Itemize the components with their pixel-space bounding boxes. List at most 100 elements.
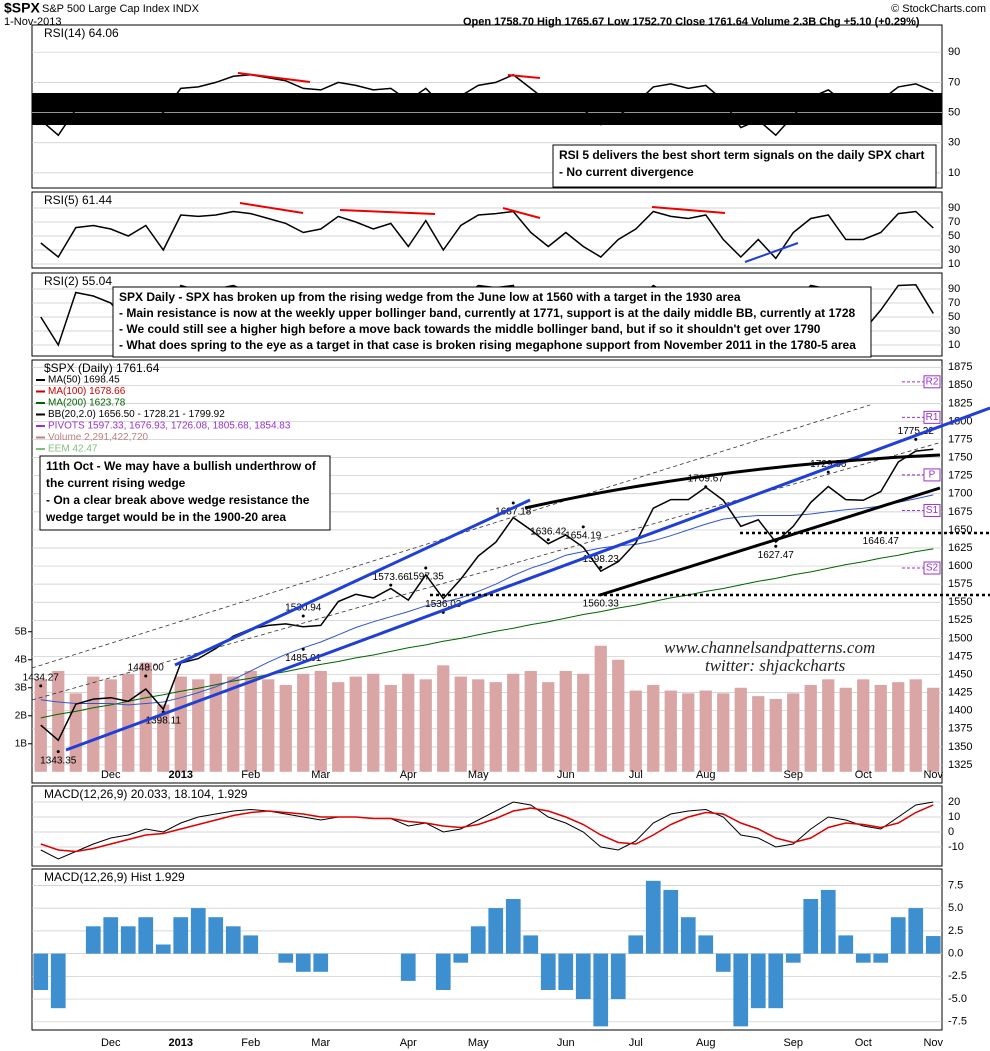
volume-bar bbox=[489, 682, 502, 772]
y-tick-label: 70 bbox=[948, 216, 960, 228]
y-tick-label: -7.5 bbox=[948, 1016, 967, 1028]
bar bbox=[400, 953, 416, 981]
volume-bar bbox=[349, 676, 362, 772]
bar bbox=[558, 953, 574, 990]
bar bbox=[925, 936, 941, 954]
panel-title: RSI(14) 64.06 bbox=[44, 26, 119, 40]
annotation-point bbox=[774, 544, 778, 548]
x-tick-label: Dec bbox=[101, 769, 121, 781]
volume-bar bbox=[822, 679, 835, 772]
annotation-point bbox=[56, 750, 60, 754]
y-tick-label: 7.5 bbox=[948, 879, 963, 891]
annotation-label: 1573.66 bbox=[373, 572, 410, 583]
bar bbox=[243, 935, 259, 954]
annotation-point bbox=[826, 470, 830, 474]
bar bbox=[803, 899, 819, 954]
x-tick-label: Mar bbox=[311, 1037, 330, 1049]
volume-bar bbox=[769, 698, 782, 772]
y-tick-label: 10 bbox=[948, 167, 960, 179]
annotation-label: 1598.23 bbox=[583, 554, 620, 565]
wedge-resistance bbox=[524, 453, 941, 510]
legend-swatch bbox=[36, 425, 45, 427]
annotation-point bbox=[389, 583, 393, 587]
volume-bar bbox=[367, 673, 380, 772]
y-tick-label: 1850 bbox=[948, 379, 972, 391]
y-tick-label: 50 bbox=[948, 311, 960, 323]
note-line: - No current divergence bbox=[559, 165, 694, 179]
annotation-label: 1536.03 bbox=[425, 599, 462, 610]
volume-bar bbox=[752, 696, 765, 772]
series-line bbox=[40, 804, 934, 853]
legend-label: MA(50) 1698.45 bbox=[48, 375, 120, 386]
volume-bar bbox=[227, 676, 240, 772]
legend-label: PIVOTS 1597.33, 1676.93, 1726.08, 1805.6… bbox=[48, 421, 291, 432]
y-tick-label: 1325 bbox=[948, 759, 972, 771]
bar bbox=[50, 953, 66, 1009]
bar bbox=[645, 880, 661, 954]
note: RSI 5 delivers the best short term signa… bbox=[552, 144, 937, 188]
y-tick-label: 90 bbox=[948, 283, 960, 295]
y-tick-label: 30 bbox=[948, 325, 960, 337]
volume-bar bbox=[577, 673, 590, 772]
volume-bar bbox=[262, 679, 275, 772]
x-tick-label: 2013 bbox=[169, 769, 193, 781]
pivot-label: S2 bbox=[926, 563, 939, 574]
note-box bbox=[39, 455, 331, 531]
annotation-point bbox=[424, 566, 428, 570]
annotation-label: 1398.11 bbox=[146, 716, 182, 727]
x-tick-label: Jul bbox=[629, 769, 643, 781]
annotation-point bbox=[511, 501, 515, 505]
y-tick-label: 10 bbox=[948, 339, 960, 351]
panel-title: RSI(2) 55.04 bbox=[44, 274, 112, 288]
x-tick-label: Apr bbox=[400, 769, 417, 781]
volume-bar bbox=[804, 684, 817, 772]
bar bbox=[873, 953, 889, 963]
annotation-label: 1485.01 bbox=[285, 653, 322, 664]
y-tick-label: 1650 bbox=[948, 524, 972, 536]
legend-swatch bbox=[36, 379, 45, 381]
x-tick-label: Feb bbox=[241, 769, 260, 781]
watermark: www.channelsandpatterns.com bbox=[664, 638, 875, 657]
x-tick-label: Sep bbox=[783, 1037, 803, 1049]
y-tick-label: 90 bbox=[948, 46, 960, 58]
y-tick-label: 50 bbox=[948, 106, 960, 118]
y-tick-label: 70 bbox=[948, 297, 960, 309]
blue-trend-line bbox=[174, 498, 531, 667]
bar bbox=[103, 917, 119, 954]
x-tick-label: Aug bbox=[696, 1037, 716, 1049]
bar bbox=[505, 899, 521, 954]
y-tick-label: 70 bbox=[948, 76, 960, 88]
bar bbox=[890, 917, 906, 954]
y-tick-label: 1425 bbox=[948, 687, 972, 699]
pivot-label: S1 bbox=[926, 505, 939, 516]
bar bbox=[698, 935, 714, 954]
annotation-label: 1775.22 bbox=[898, 426, 935, 437]
y-tick-label: 1400 bbox=[948, 705, 972, 717]
y-tick-label: 1350 bbox=[948, 741, 972, 753]
rsi-arrow bbox=[339, 209, 436, 215]
annotation-label: 1687.18 bbox=[495, 507, 532, 518]
rsi-arrow bbox=[744, 242, 799, 263]
annotation-label: 1654.19 bbox=[565, 531, 602, 542]
bar bbox=[85, 926, 101, 954]
panel-title: RSI(5) 61.44 bbox=[44, 193, 112, 207]
annotation-point bbox=[144, 674, 148, 678]
legend-swatch bbox=[36, 436, 45, 439]
annotation-label: 1530.94 bbox=[285, 603, 322, 614]
volume-bar bbox=[419, 679, 432, 772]
x-tick-label: May bbox=[468, 1037, 489, 1049]
legend-label: MA(200) 1623.78 bbox=[48, 398, 126, 409]
y-tick-label: 1875 bbox=[948, 361, 972, 373]
y-tick-label: 1550 bbox=[948, 596, 972, 608]
pivot-label: R2 bbox=[926, 376, 939, 387]
plot-layer: 10 30 50 70 90 RSI(14) 64.06 10 30 50 70 90 RSI(5) … bbox=[15, 24, 972, 1049]
bar bbox=[540, 953, 556, 990]
bar bbox=[278, 953, 294, 963]
series-line bbox=[40, 210, 934, 260]
bar bbox=[190, 908, 206, 954]
series-line bbox=[40, 494, 934, 706]
series-line bbox=[40, 801, 934, 860]
y2-tick-label: 5B bbox=[15, 626, 28, 637]
volume-bar bbox=[524, 670, 537, 772]
